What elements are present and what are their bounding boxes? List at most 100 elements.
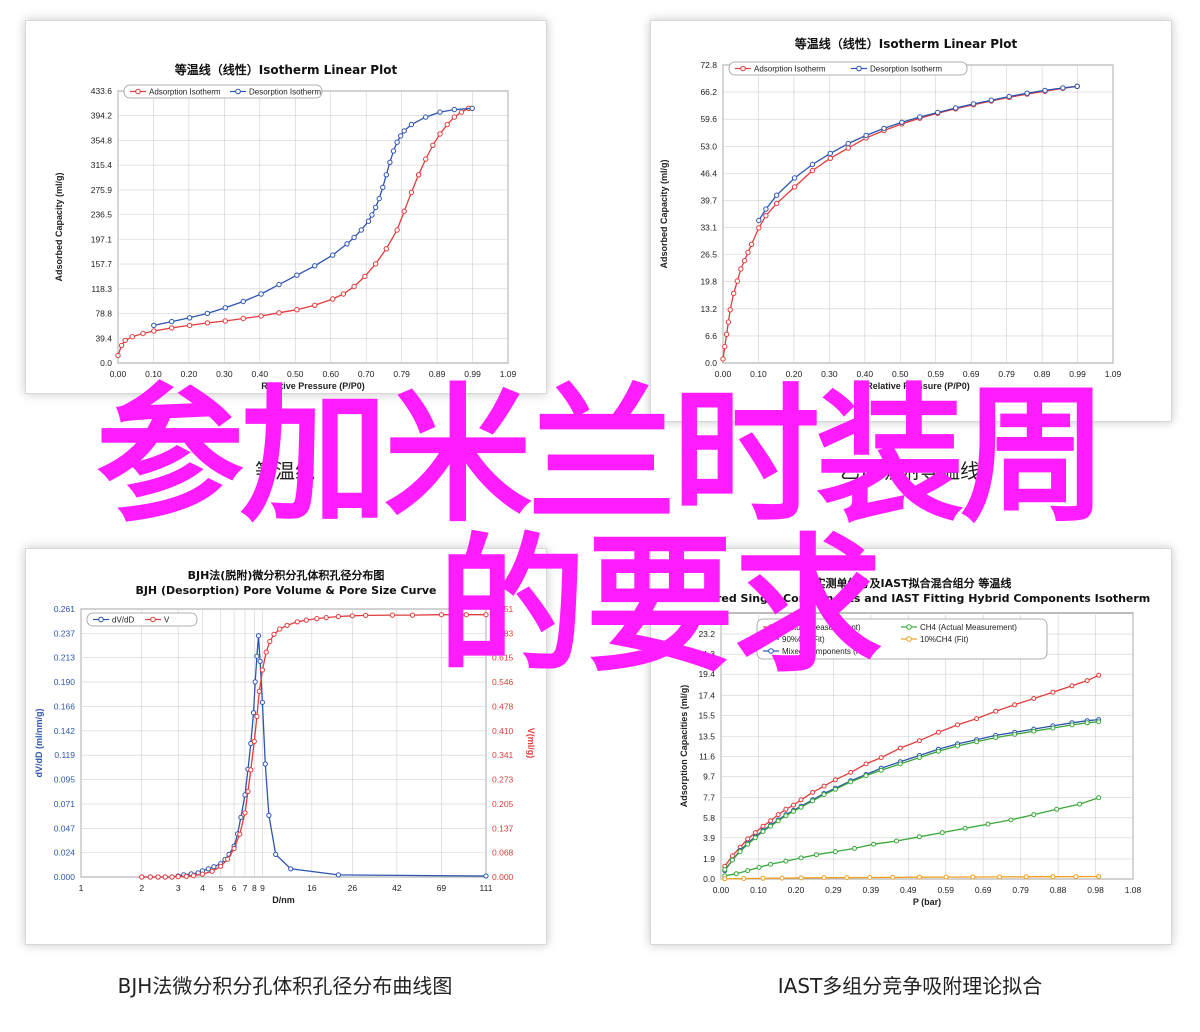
series-red-point	[330, 296, 336, 302]
series-red-point	[1096, 672, 1102, 678]
y-tick-label: 315.4	[91, 160, 113, 170]
series-green-point	[878, 767, 884, 773]
series-red-point	[444, 121, 450, 128]
series-blue-point	[259, 699, 265, 705]
series-red-point	[752, 830, 758, 836]
series-green-point	[745, 841, 751, 847]
series-orange-point	[1096, 874, 1102, 879]
series-blue-point	[899, 119, 905, 126]
series-blue-point	[1060, 85, 1066, 91]
y-tick-label: 275.9	[91, 185, 113, 195]
series-blue-point	[288, 866, 294, 872]
series-red-point	[169, 325, 175, 331]
series-blue-point	[365, 218, 372, 224]
series-green-point	[852, 845, 857, 851]
series-red-point	[848, 769, 854, 775]
series-red-point	[259, 667, 265, 673]
series-blue-point	[809, 161, 816, 168]
y2-tick-label: 0.546	[492, 677, 514, 687]
series-red-point	[1031, 696, 1037, 701]
y-tick-label: 0.119	[54, 750, 75, 760]
series-green-point	[791, 808, 796, 814]
series-green-point	[745, 868, 751, 874]
x-tick-label: 0.70	[358, 369, 375, 379]
series-red-point	[1084, 678, 1090, 684]
x-tick-label: 0.59	[937, 885, 954, 895]
series-orange-point	[970, 874, 976, 880]
y-tick-label: 354.8	[91, 135, 113, 145]
y-tick-label: 78.8	[95, 309, 112, 319]
series-blue-point	[204, 310, 211, 317]
chart-isotherm-1: 等温线（线性）Isotherm Linear Plot 0.00 0.10 0.20 0…	[54, 62, 517, 391]
series-blue-point	[469, 105, 475, 112]
legend-label: Adsorption Isotherm	[149, 88, 221, 97]
series-green-point	[1096, 719, 1102, 725]
x-tick-label: 0.20	[786, 369, 803, 379]
y-tick-label: 1.9	[703, 854, 715, 864]
series-red-point	[725, 319, 732, 325]
legend-label: V	[164, 616, 170, 625]
series-red-point	[768, 818, 774, 824]
series-green-point	[1054, 806, 1060, 812]
series-red-point	[756, 225, 762, 231]
series-blue-point	[827, 150, 834, 157]
series-blue-point	[258, 291, 264, 297]
series-red-point	[271, 631, 277, 637]
series-orange-point	[1050, 874, 1056, 880]
y-tick-label: 0.024	[54, 848, 76, 858]
series-red-point	[222, 318, 229, 324]
series-orange-point	[722, 876, 728, 882]
series-blue-point	[169, 318, 175, 325]
series-green-point	[894, 838, 899, 844]
x-tick-label: 9	[260, 883, 265, 893]
series-green-point	[993, 735, 999, 741]
x-tick-label: 0.98	[1087, 885, 1104, 895]
series-red-point	[245, 788, 251, 794]
chart-panel-isotherm-1: 等温线（线性）Isotherm Linear Plot 0.00 0.10 0.20 0…	[25, 20, 547, 394]
y-tick-label: 197.1	[91, 234, 113, 244]
series-red-point	[430, 142, 436, 149]
series-red-point	[314, 616, 320, 622]
series-green-point	[985, 821, 991, 827]
series-blue-point	[335, 872, 341, 878]
series-green-point	[897, 761, 903, 767]
series-orange-point	[1023, 874, 1029, 880]
y2-tick-label: 0.615	[492, 653, 514, 663]
series-red-point	[335, 613, 341, 620]
chart-title: 等温线（线性）Isotherm Linear Plot	[794, 36, 1018, 51]
x-tick-label: 0.40	[857, 369, 874, 379]
plot-area	[80, 608, 487, 878]
y2-tick-label: 0.410	[492, 726, 514, 736]
series-red-point	[791, 802, 796, 808]
series-red-point	[775, 812, 781, 818]
series-blue-point	[881, 125, 887, 132]
x-tick-label: 0.00	[713, 885, 730, 895]
series-red-point	[139, 874, 145, 880]
series-red-point	[183, 873, 189, 879]
y-tick-label: 46.4	[700, 168, 717, 178]
x-tick-label: 0.69	[975, 885, 992, 895]
series-red-point	[810, 789, 816, 795]
chart-title: BJH法(脱附)微分积分孔体积孔径分布图	[188, 568, 385, 582]
legend-label: Mixed Components (Fit)	[782, 647, 868, 656]
x-tick-label: 3	[176, 883, 181, 893]
series-green-point	[798, 855, 804, 861]
y-tick-label: 15.5	[698, 710, 715, 720]
series-red-point	[303, 617, 309, 623]
y2-tick-label: 0.068	[492, 848, 514, 858]
series-red-point	[734, 278, 741, 284]
series-red-point	[147, 874, 153, 880]
legend-marker	[740, 65, 746, 72]
y2-tick-label: 0.000	[492, 872, 514, 882]
series-red-point	[727, 307, 733, 313]
chart-title: 实测单组分及IAST拟合混合组分 等温线	[815, 576, 1012, 590]
y-tick-label: 3.9	[703, 833, 715, 843]
legend-marker	[150, 616, 156, 623]
series-orange-point	[916, 874, 922, 880]
series-red-point	[935, 729, 941, 735]
x-tick-label: 0.89	[429, 369, 446, 379]
series-red-point	[774, 200, 780, 207]
x-tick-label: 1.08	[1125, 885, 1142, 895]
caption-bottom-right: IAST多组分竞争吸附理论拟合	[777, 974, 1043, 998]
series-red-point	[845, 145, 851, 151]
